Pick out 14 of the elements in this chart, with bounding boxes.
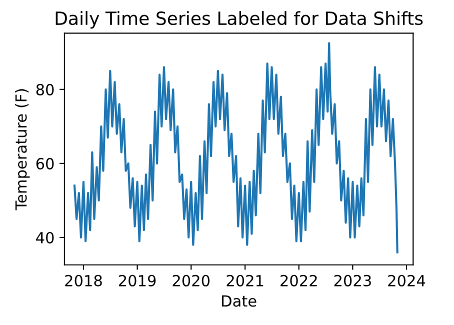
- x-tick-label: 2019: [118, 274, 156, 286]
- chart-title: Daily Time Series Labeled for Data Shifts: [56, 11, 423, 29]
- line-series: [73, 42, 398, 254]
- y-axis-title: Temperature (F): [14, 89, 30, 210]
- x-tick-label: 2018: [65, 274, 102, 286]
- y-tick-label: 60: [36, 158, 54, 170]
- x-tick-label: 2022: [280, 274, 317, 286]
- x-tick-label: 2021: [226, 274, 264, 286]
- x-tick-label: 2023: [334, 274, 371, 286]
- y-tick-label: 40: [36, 232, 54, 244]
- x-tick-label: 2020: [172, 274, 210, 286]
- y-tick-label: 80: [36, 84, 54, 96]
- x-axis-title: Date: [222, 295, 256, 307]
- x-tick-label: 2024: [388, 274, 426, 286]
